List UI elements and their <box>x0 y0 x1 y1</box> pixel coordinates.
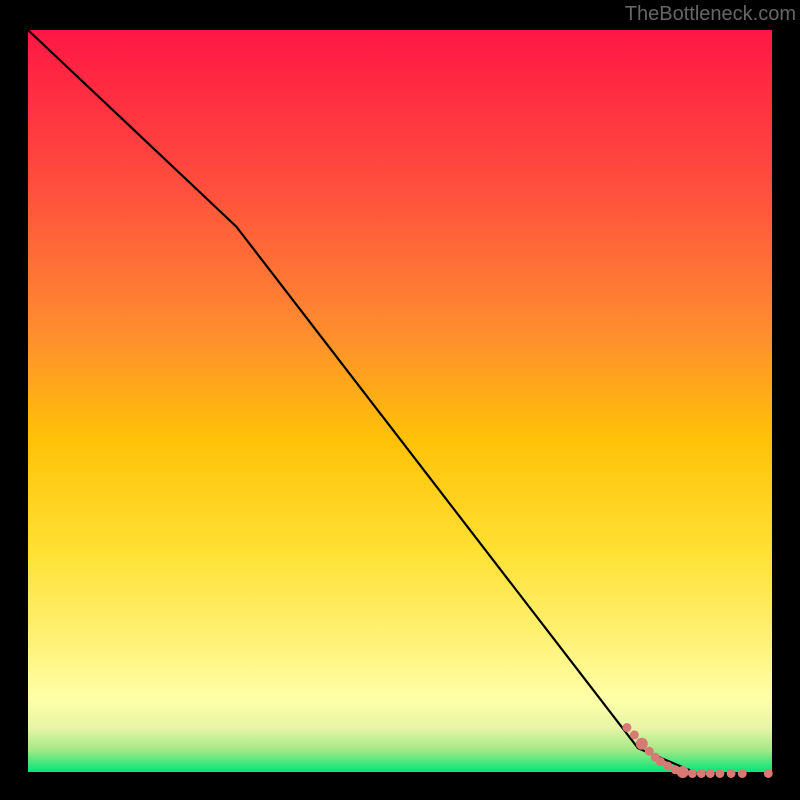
data-point <box>622 723 631 732</box>
data-point <box>697 769 706 778</box>
watermark-text: TheBottleneck.com <box>625 3 796 25</box>
data-point <box>706 769 715 778</box>
data-point <box>688 769 697 778</box>
bottleneck-chart: TheBottleneck.com <box>0 0 800 800</box>
data-point <box>738 769 747 778</box>
data-point <box>636 738 648 750</box>
plot-background <box>28 30 772 772</box>
chart-container: TheBottleneck.com <box>0 0 800 800</box>
data-point <box>727 769 736 778</box>
data-point <box>677 766 689 778</box>
data-point <box>630 730 639 739</box>
data-point <box>715 769 724 778</box>
data-point <box>764 769 773 778</box>
